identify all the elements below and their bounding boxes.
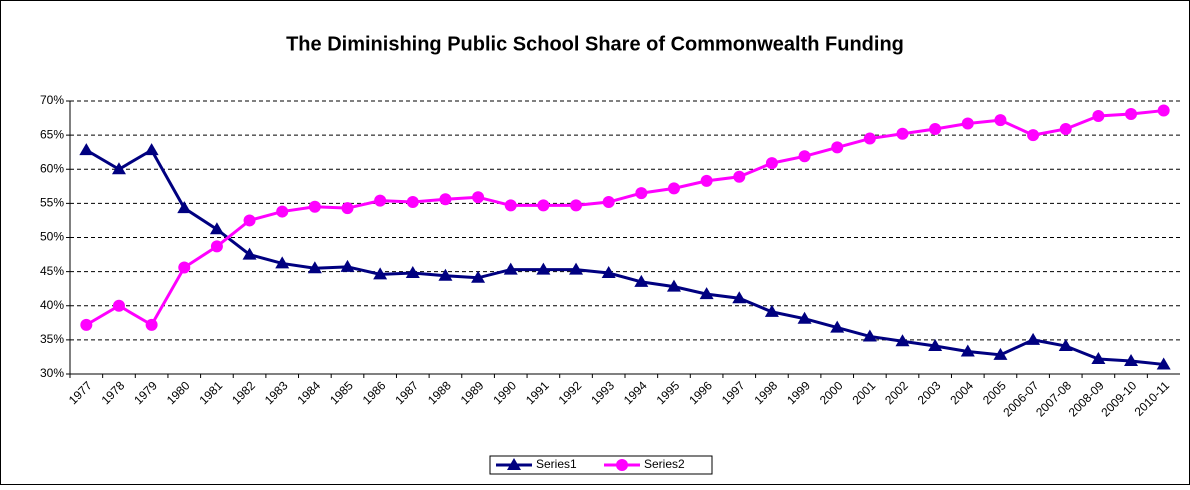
triangle-marker [340,259,355,272]
triangle-marker [895,334,910,347]
circle-marker [308,200,321,213]
triangle-marker [471,270,486,283]
circle-marker [1059,122,1072,135]
circle-marker [602,196,615,209]
triangle-marker [275,256,290,269]
triangle-marker [1156,357,1171,370]
circle-marker [831,141,844,154]
circle-marker [112,299,125,312]
circle-marker [210,240,223,253]
legend-box [489,455,713,475]
triangle-marker [569,262,584,275]
legend-marker [616,459,628,471]
triangle-marker [177,201,192,214]
circle-marker [472,191,485,204]
circle-marker [896,127,909,140]
triangle-marker [928,339,943,352]
triangle-marker [242,247,257,260]
circle-marker [798,150,811,163]
triangle-marker [797,311,812,324]
triangle-marker [1091,351,1106,364]
circle-marker [341,202,354,215]
triangle-marker [830,320,845,333]
triangle-marker [503,262,518,275]
circle-marker [1027,129,1040,142]
series-line [85,148,1164,366]
circle-marker [80,318,93,331]
series-line [85,109,1164,327]
triangle-marker [1124,354,1139,367]
triangle-marker [144,143,159,156]
circle-marker [733,170,746,183]
legend-label: Series1 [536,457,577,471]
circle-marker [1092,110,1105,123]
triangle-marker [764,304,779,317]
triangle-marker [732,291,747,304]
y-tick-label: 35% [40,332,64,346]
y-tick-label: 70% [40,93,64,107]
triangle-marker [666,279,681,292]
circle-marker [145,318,158,331]
triangle-marker [960,344,975,357]
circle-marker [994,114,1007,127]
triangle-marker [307,261,322,274]
triangle-marker [209,222,224,235]
triangle-marker [1058,339,1073,352]
circle-marker [570,199,583,212]
triangle-marker [536,262,551,275]
legend-label: Series2 [644,457,685,471]
circle-marker [439,193,452,206]
circle-marker [667,182,680,195]
triangle-marker [1026,332,1041,345]
triangle-marker [111,162,126,175]
circle-marker [1157,104,1170,117]
circle-marker [700,174,713,187]
triangle-marker [601,265,616,278]
triangle-marker [699,287,714,300]
circle-marker [929,122,942,135]
triangle-marker [373,267,388,280]
y-tick-label: 45% [40,264,64,278]
triangle-marker [634,274,649,287]
circle-marker [961,117,974,130]
y-tick-label: 50% [40,230,64,244]
circle-marker [178,261,191,274]
y-tick-label: 60% [40,161,64,175]
circle-marker [276,205,289,218]
circle-marker [635,187,648,200]
y-tick-label: 40% [40,298,64,312]
circle-marker [863,132,876,145]
circle-marker [374,194,387,207]
circle-marker [504,199,517,212]
triangle-marker [438,268,453,281]
y-tick-label: 30% [40,366,64,380]
triangle-marker [862,329,877,342]
circle-marker [765,157,778,170]
y-tick-label: 55% [40,196,64,210]
y-tick-label: 65% [40,127,64,141]
circle-marker [1125,107,1138,120]
triangle-marker [993,347,1008,360]
circle-marker [537,199,550,212]
triangle-marker [79,143,94,156]
legend-marker [507,458,521,470]
triangle-marker [405,265,420,278]
circle-marker [406,196,419,209]
chart-title: The Diminishing Public School Share of C… [286,33,904,55]
circle-marker [243,214,256,227]
